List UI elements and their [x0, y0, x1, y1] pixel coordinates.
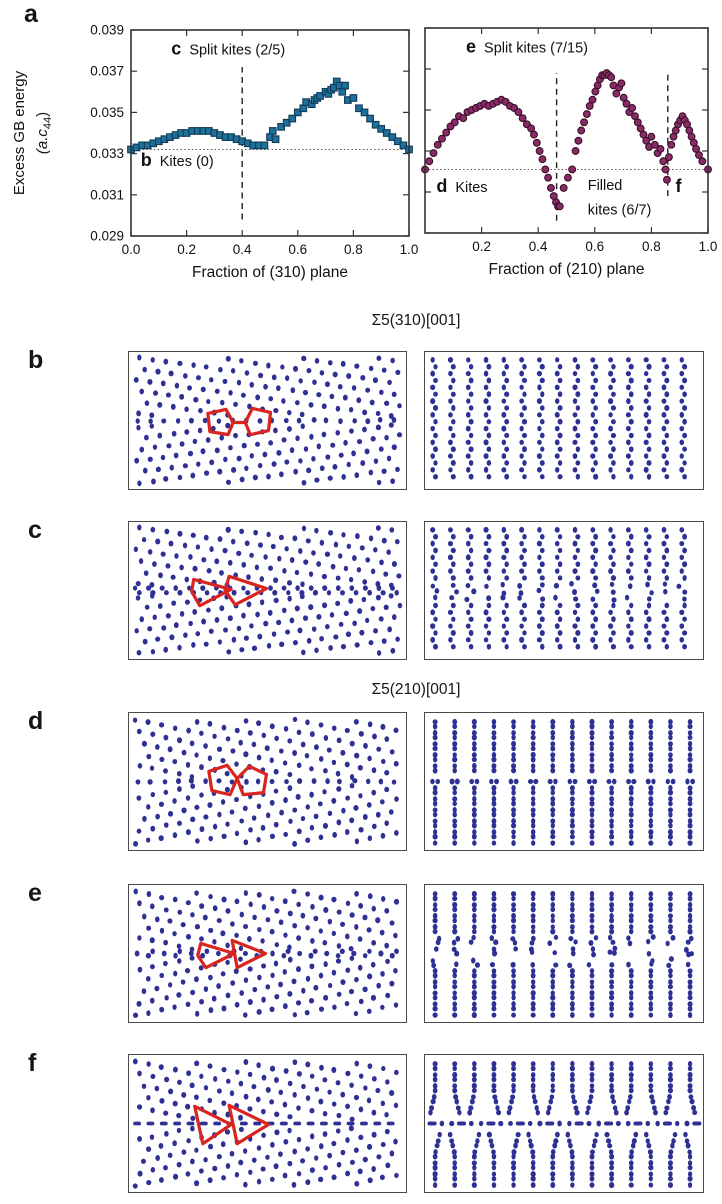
- atomic-structure-e-right: [424, 884, 704, 1023]
- panel-label-c: c: [28, 516, 42, 544]
- section-title-210: Σ5(210)[001]: [371, 681, 461, 698]
- atomic-structure-e-left: [128, 884, 407, 1023]
- panel-label-a: a: [24, 0, 38, 28]
- panel-label-e: e: [28, 879, 42, 907]
- atomic-structure-d-left: [128, 712, 407, 851]
- svg-text:Filled: Filled: [588, 178, 623, 194]
- svg-text:0.4: 0.4: [529, 239, 548, 254]
- svg-text:kites (6/7): kites (6/7): [588, 203, 652, 219]
- panel-label-f: f: [28, 1049, 37, 1077]
- svg-text:0.6: 0.6: [585, 239, 604, 254]
- svg-text:0.2: 0.2: [177, 242, 196, 257]
- svg-text:0.8: 0.8: [642, 239, 661, 254]
- svg-text:0.037: 0.037: [90, 64, 124, 79]
- svg-text:(a.c44): (a.c44): [34, 112, 54, 154]
- svg-text:0.4: 0.4: [233, 242, 252, 257]
- svg-text:Fraction of (310) plane: Fraction of (310) plane: [192, 264, 348, 281]
- gb-energy-chart-210: 0.2 0.4 0.6 0.8 1.0 e Split kites (7/15) d Kites…: [420, 0, 722, 300]
- svg-text:Fraction of (210) plane: Fraction of (210) plane: [489, 261, 645, 278]
- gb-energy-chart-310: 0.0 0.2 0.4 0.6 0.8 1.0 0.029 0.031 0.033 0.035 0.…: [0, 0, 420, 300]
- panel-label-b: b: [28, 346, 44, 374]
- svg-text:1.0: 1.0: [699, 239, 718, 254]
- svg-text:0.039: 0.039: [90, 23, 124, 38]
- section-title-310: Σ5(310)[001]: [371, 312, 461, 329]
- svg-text:0.2: 0.2: [472, 239, 491, 254]
- panel-label-d: d: [28, 707, 44, 735]
- svg-text:0.033: 0.033: [90, 146, 124, 161]
- atomic-structure-b-left: [128, 351, 407, 490]
- atomic-structure-d-right: [424, 712, 704, 851]
- svg-text:0.031: 0.031: [90, 187, 124, 202]
- atomic-structure-b-right: [424, 351, 704, 490]
- svg-text:0.029: 0.029: [90, 229, 124, 244]
- svg-text:f: f: [675, 176, 682, 196]
- svg-text:0.8: 0.8: [344, 242, 363, 257]
- atomic-structure-f-left: [128, 1054, 407, 1193]
- svg-text:0.035: 0.035: [90, 105, 124, 120]
- atomic-structure-c-left: [128, 521, 407, 660]
- svg-text:0.6: 0.6: [288, 242, 307, 257]
- svg-text:Excess GB energy: Excess GB energy: [11, 70, 28, 195]
- svg-text:1.0: 1.0: [400, 242, 419, 257]
- svg-text:0.0: 0.0: [122, 242, 141, 257]
- atomic-structure-f-right: [424, 1054, 704, 1193]
- atomic-structure-c-right: [424, 521, 704, 660]
